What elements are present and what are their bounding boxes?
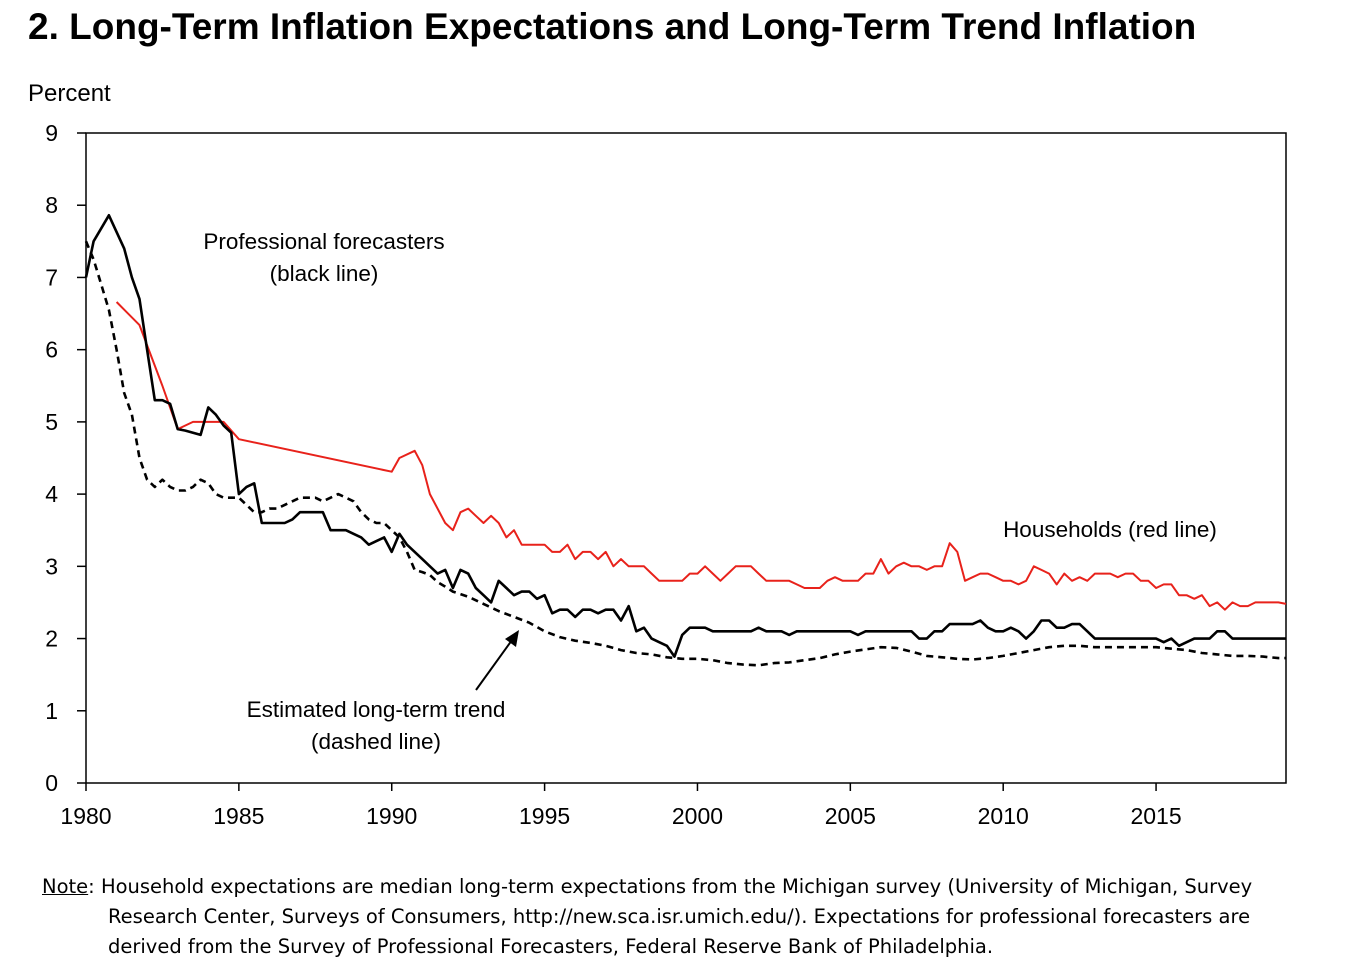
trend-arrow-head <box>505 630 519 647</box>
series-line-households <box>115 301 1287 611</box>
series-line-professional <box>84 214 1286 658</box>
annotation-trend: Estimated long-term trend <box>247 697 506 722</box>
chart-annotations: Professional forecasters (black line) Hous… <box>203 229 1217 754</box>
x-tick-label: 1995 <box>519 803 570 829</box>
annotation-trend: (dashed line) <box>311 729 441 754</box>
x-tick-label: 2010 <box>978 803 1029 829</box>
y-tick-label: 0 <box>45 770 58 796</box>
x-tick-label: 2005 <box>825 803 876 829</box>
chart-note: Note: Household expectations are median … <box>42 872 1342 962</box>
note-line-1: : Household expectations are median long… <box>88 875 1253 898</box>
y-tick-label: 2 <box>45 626 58 652</box>
y-tick-label: 7 <box>45 264 58 290</box>
annotation-professional: (black line) <box>270 261 379 286</box>
note-line-2: Research Center, Surveys of Consumers, h… <box>108 905 1251 928</box>
note-line-3: derived from the Survey of Professional … <box>108 935 994 958</box>
y-tick-label: 4 <box>45 481 58 507</box>
y-axis-label: Percent <box>28 80 111 107</box>
y-tick-label: 6 <box>45 337 58 363</box>
chart-lines <box>84 214 1287 667</box>
x-tick-label: 1990 <box>366 803 417 829</box>
series-line-trend <box>84 240 1286 667</box>
line-chart: 0 1 2 3 4 5 6 7 8 9 1980 1985 1990 1995 2000 2005 2010 20… <box>45 120 1287 829</box>
x-tick-label: 1980 <box>60 803 111 829</box>
annotation-professional: Professional forecasters <box>203 229 444 254</box>
y-tick-label: 1 <box>45 698 58 724</box>
x-tick-label: 1985 <box>213 803 264 829</box>
plot-frame <box>85 132 1287 784</box>
y-tick-label: 3 <box>45 553 58 579</box>
trend-arrow-shaft <box>475 639 513 691</box>
y-tick-label: 9 <box>45 120 58 146</box>
x-tick-label: 2015 <box>1130 803 1181 829</box>
annotation-households: Households (red line) <box>1003 517 1217 542</box>
x-tick-label: 2000 <box>672 803 723 829</box>
page-title: 2. Long-Term Inflation Expectations and … <box>28 6 1197 47</box>
y-tick-label: 5 <box>45 409 58 435</box>
chart-axes: 0 1 2 3 4 5 6 7 8 9 1980 1985 1990 1995 2000 2005 2010 20… <box>45 120 1287 829</box>
y-tick-label: 8 <box>45 192 58 218</box>
note-label: Note <box>42 875 89 898</box>
